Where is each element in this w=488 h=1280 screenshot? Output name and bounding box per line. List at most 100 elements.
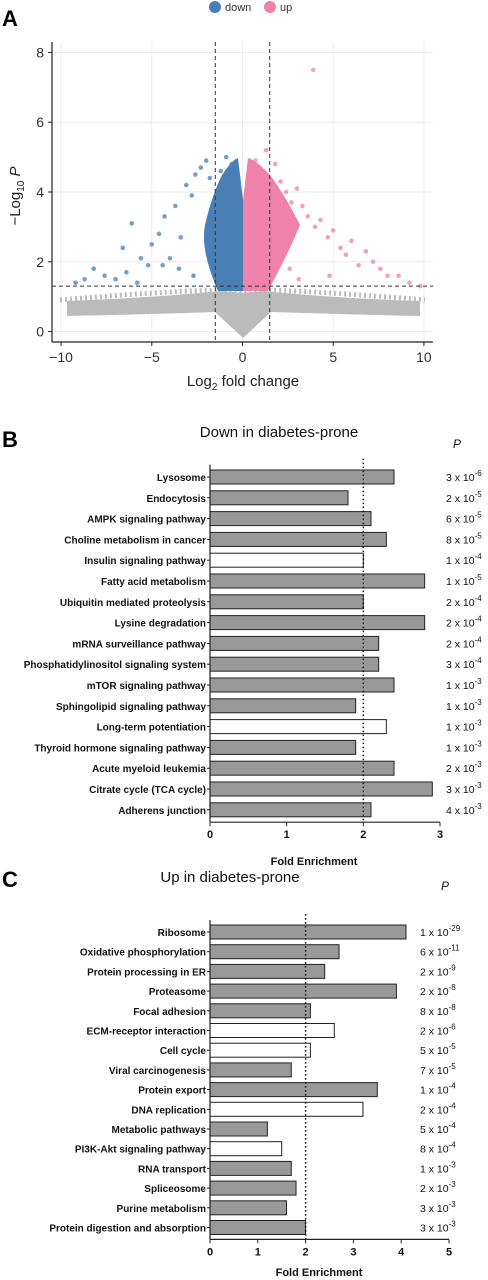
x-tick-label: 3 (350, 1246, 356, 1258)
down-point (145, 262, 151, 268)
pathway-label: Protein export (138, 1086, 206, 1097)
pathway-label: Endocytosis (147, 494, 207, 505)
down-point (113, 276, 118, 282)
down-points-dense (203, 158, 243, 291)
pathway-label: Adherens junction (118, 806, 206, 817)
up-point (272, 161, 278, 167)
x-tick-label: 5 (446, 1246, 452, 1258)
x-tick-label: 0 (207, 829, 213, 841)
p-value-label: 2 x 10-4 (446, 635, 482, 650)
panel-b: B Down in diabetes-prone P Lysosome 3 x 1… (2, 424, 482, 868)
x-tick-label: −5 (144, 349, 160, 365)
up-point (363, 249, 369, 254)
panel-c: C Up in diabetes-prone P Ribosome 1 x 10-… (2, 867, 461, 1279)
down-point (189, 193, 194, 198)
up-point (330, 228, 336, 233)
up-point (312, 224, 318, 230)
x-tick-label: −10 (49, 349, 73, 365)
enrichment-bar (209, 1101, 364, 1117)
pathway-label: AMPK signaling pathway (87, 515, 206, 526)
enrichment-bar (209, 1062, 292, 1078)
p-value-label: 1 x 10-3 (420, 1160, 456, 1175)
down-point (193, 172, 198, 177)
up-point (296, 276, 302, 282)
down-point (236, 217, 242, 223)
enrichment-bar (209, 760, 395, 776)
p-value-label: 5 x 10-4 (420, 1121, 456, 1136)
down-point (178, 235, 184, 240)
pathway-label: Ribosome (158, 928, 207, 939)
enrichment-bar (209, 677, 395, 693)
enrichment-bar (209, 1180, 297, 1196)
panel-b-p-header: P (453, 437, 461, 451)
enrichment-bar (209, 594, 364, 610)
p-value-label: 2 x 10-3 (420, 1180, 456, 1195)
enrichment-bar (209, 1200, 287, 1216)
x-tick-label: 2 (360, 829, 366, 841)
pathway-label: Metabolic pathways (112, 1125, 207, 1136)
pathway-label: Citrate cycle (TCA cycle) (89, 785, 206, 796)
x-tick-label: 2 (303, 1246, 309, 1258)
significant-clouds (203, 158, 300, 291)
x-tick-label: 5 (329, 349, 337, 365)
volcano-y-axis-label: −Log10 P (7, 166, 27, 225)
pathway-label: Choline metabolism in cancer (64, 535, 206, 546)
p-value-label: 3 x 10-6 (446, 469, 482, 484)
down-point (162, 214, 167, 219)
pathway-label: Protein digestion and absorption (49, 1224, 206, 1235)
p-value-label: 2 x 10-4 (446, 615, 482, 630)
up-point (356, 262, 361, 268)
p-value-label: 1 x 10-3 (446, 739, 482, 754)
p-value-label: 2 x 10-8 (420, 983, 456, 998)
pathway-label: mTOR signaling pathway (87, 681, 207, 692)
up-point (283, 189, 289, 195)
p-value-label: 1 x 10-5 (446, 573, 482, 588)
enrichment-bar (209, 1023, 335, 1038)
pathway-label: Spliceosome (144, 1184, 206, 1195)
up-point (294, 186, 300, 191)
pathway-label: Oxidative phosphorylation (80, 948, 206, 959)
enrichment-bar (209, 963, 326, 979)
p-value-label: 1 x 10-4 (420, 1082, 456, 1097)
down-point (102, 273, 107, 279)
pathway-label: Viral carcinogenesis (109, 1066, 207, 1077)
down-point (156, 231, 162, 237)
up-point (349, 238, 354, 244)
x-tick-label: 1 (255, 1246, 261, 1258)
legend-down-swatch (209, 1, 221, 13)
x-tick-label: 4 (398, 1246, 405, 1258)
down-point (218, 168, 224, 174)
up-point (325, 235, 331, 240)
panel-b-title: Down in diabetes-prone (200, 424, 358, 441)
down-point (91, 266, 97, 272)
enrichment-bar (209, 656, 380, 672)
up-point (338, 245, 343, 251)
enrichment-bar (209, 983, 397, 999)
enrichment-bar (209, 635, 380, 651)
pathway-label: Fatty acid metabolism (101, 577, 206, 588)
volcano-points (73, 67, 423, 289)
pathway-label: Cell cycle (160, 1046, 207, 1057)
down-point (232, 193, 238, 198)
panel-c-letter: C (2, 867, 18, 892)
enrichment-bar (209, 469, 395, 485)
panel-b-letter: B (2, 427, 18, 452)
p-value-label: 3 x 10-3 (420, 1200, 456, 1215)
enrichment-bar (209, 739, 357, 755)
enrichment-bar (209, 781, 433, 797)
panel-b-x-axis-label: Fold Enrichment (271, 856, 358, 868)
enrichment-bar (209, 573, 426, 589)
down-point (203, 158, 209, 163)
pathway-label: RNA transport (138, 1164, 207, 1175)
enrichment-bar (209, 1160, 292, 1176)
enrichment-bar (209, 944, 340, 960)
down-point (124, 269, 129, 275)
down-point (222, 259, 227, 265)
p-value-label: 2 x 10-9 (420, 963, 456, 978)
enrichment-bar (209, 490, 349, 506)
enrichment-bar (209, 802, 372, 818)
p-value-label: 1 x 10-3 (446, 698, 482, 713)
pathway-label: Lysine degradation (115, 619, 206, 630)
up-point (252, 158, 258, 163)
p-value-label: 2 x 10-5 (446, 490, 482, 505)
